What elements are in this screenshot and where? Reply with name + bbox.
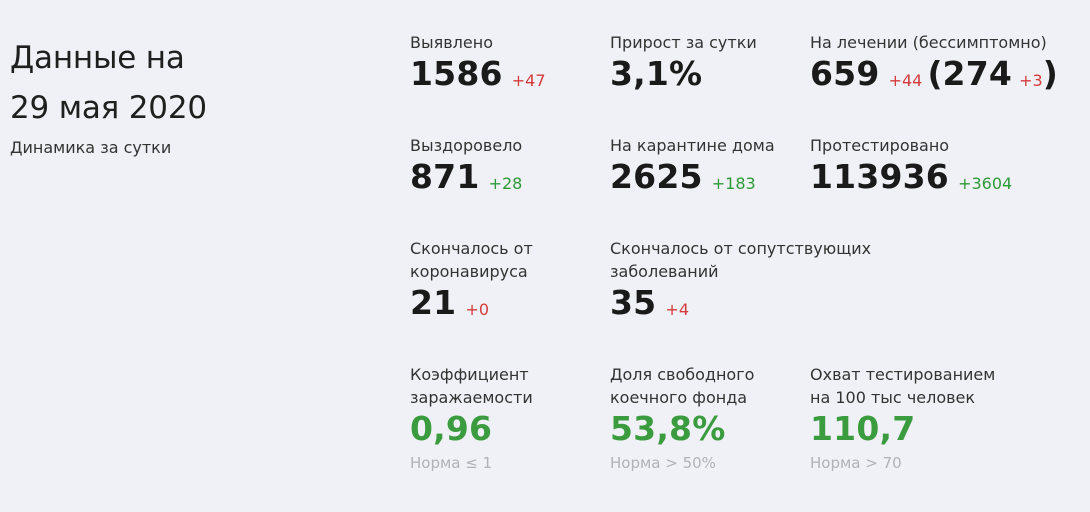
- metric-free-beds: Доля свободного коечного фонда 53,8% Нор…: [610, 363, 850, 472]
- metric-quarantine: На карантине дома 2625 +183: [610, 134, 850, 196]
- page-subtitle: Динамика за сутки: [10, 138, 172, 157]
- metric-label: На карантине дома: [610, 136, 775, 155]
- metric-label-line2: коечного фонда: [610, 388, 748, 407]
- metric-label: Протестировано: [810, 136, 950, 155]
- asymptomatic-delta: +3: [1019, 71, 1043, 90]
- metric-value-line: 3,1%: [610, 54, 850, 93]
- metric-label: На лечении (бессимптомно): [810, 33, 1047, 52]
- metric-label: Выявлено: [410, 33, 493, 52]
- metric-label-line1: Коэффициент: [410, 365, 529, 384]
- metric-label: Охват тестированием на 100 тыс человек: [810, 363, 1080, 409]
- metric-recovered: Выздоровело 871 +28: [410, 134, 650, 196]
- metric-norm: Норма > 50%: [610, 454, 716, 472]
- metric-value-line: 2625 +183: [610, 157, 850, 196]
- metric-label: Доля свободного коечного фонда: [610, 363, 850, 409]
- metric-value: 659: [810, 54, 880, 93]
- page-title-line1: Данные на: [10, 40, 185, 76]
- metric-value: 113936: [810, 157, 949, 196]
- metric-value-line: 53,8%: [610, 409, 850, 448]
- metric-label-line1: Доля свободного: [610, 365, 755, 384]
- metric-value-line: 21 +0: [410, 283, 650, 322]
- metric-label-line1: Охват тестированием: [810, 365, 996, 384]
- metric-detected: Выявлено 1586 +47: [410, 31, 650, 93]
- metric-label-line2: коронавируса: [410, 262, 528, 281]
- metric-value-line: 659 +44 (274 +3): [810, 54, 1080, 93]
- metric-norm: Норма > 70: [810, 454, 902, 472]
- close-paren: ): [1042, 54, 1058, 93]
- metric-value: 0,96: [410, 409, 493, 448]
- metric-delta: +47: [511, 71, 546, 90]
- metric-value: 110,7: [810, 409, 916, 448]
- metric-value: 1586: [410, 54, 503, 93]
- metric-value: 871: [410, 157, 480, 196]
- metric-value: 3,1%: [610, 54, 703, 93]
- metric-delta: +28: [488, 174, 523, 193]
- metric-infection-rate: Коэффициент заражаемости 0,96 Норма ≤ 1: [410, 363, 650, 472]
- metric-label-line2: заражаемости: [410, 388, 533, 407]
- metric-label: Скончалось от коронавируса: [410, 237, 650, 283]
- metric-value: 35: [610, 283, 657, 322]
- header-block: Данные на 29 мая 2020 Динамика за сутки: [10, 33, 350, 157]
- metric-label-line2: заболеваний: [610, 262, 719, 281]
- metric-label: Скончалось от сопутствующих заболеваний: [610, 237, 910, 283]
- metric-value: 2625: [610, 157, 703, 196]
- metric-label: Коэффициент заражаемости: [410, 363, 650, 409]
- metric-delta: +4: [665, 300, 690, 319]
- metric-delta: +3604: [958, 174, 1013, 193]
- page-title-line2: 29 мая 2020: [10, 90, 207, 126]
- metric-value: 21: [410, 283, 457, 322]
- open-paren: (: [927, 54, 943, 93]
- metric-deceased-other: Скончалось от сопутствующих заболеваний …: [610, 237, 910, 322]
- metric-label-line1: Скончалось от сопутствующих: [610, 239, 872, 258]
- metric-testing-coverage: Охват тестированием на 100 тыс человек 1…: [810, 363, 1080, 472]
- metric-deceased-covid: Скончалось от коронавируса 21 +0: [410, 237, 650, 322]
- metric-value-line: 0,96: [410, 409, 650, 448]
- metric-value-line: 113936 +3604: [810, 157, 1080, 196]
- metric-label-line1: Скончалось от: [410, 239, 533, 258]
- metric-treatment: На лечении (бессимптомно) 659 +44 (274 +…: [810, 31, 1080, 93]
- metric-value-line: 871 +28: [410, 157, 650, 196]
- metric-delta: +183: [711, 174, 756, 193]
- metric-delta: +0: [465, 300, 490, 319]
- metric-growth: Прирост за сутки 3,1%: [610, 31, 850, 93]
- metric-value: 53,8%: [610, 409, 726, 448]
- metric-value-line: 110,7: [810, 409, 1080, 448]
- metric-delta: +44: [888, 71, 923, 90]
- metric-value-line: 1586 +47: [410, 54, 650, 93]
- metric-tested: Протестировано 113936 +3604: [810, 134, 1080, 196]
- asymptomatic-value: 274: [942, 54, 1013, 93]
- metric-label: Прирост за сутки: [610, 33, 757, 52]
- metric-label: Выздоровело: [410, 136, 523, 155]
- metric-value-line: 35 +4: [610, 283, 910, 322]
- metric-label-line2: на 100 тыс человек: [810, 388, 976, 407]
- metric-norm: Норма ≤ 1: [410, 454, 493, 472]
- page-title: Данные на 29 мая 2020: [10, 33, 350, 133]
